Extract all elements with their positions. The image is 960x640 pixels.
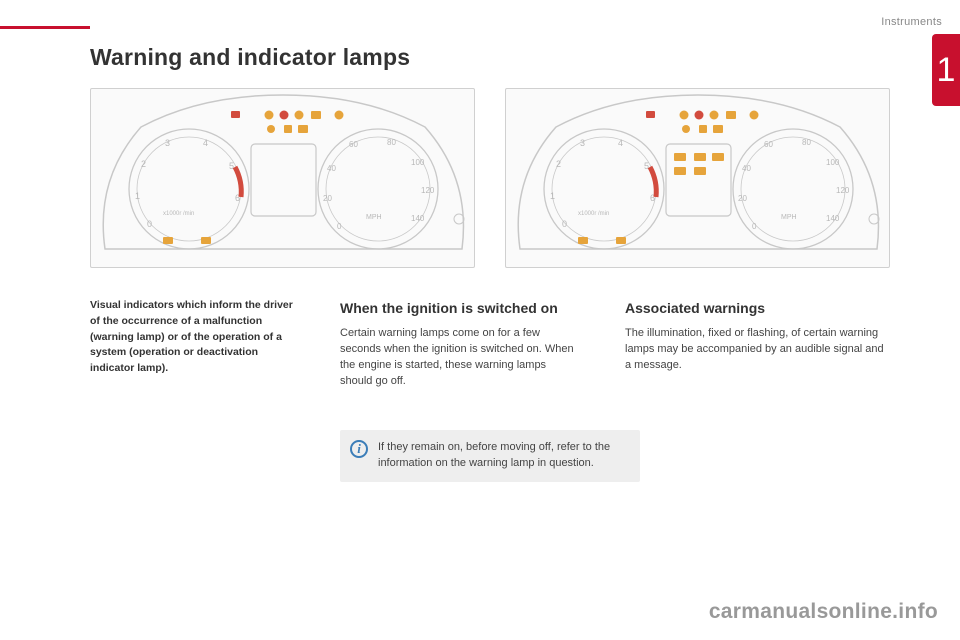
intro-paragraph: Visual indicators which inform the drive… <box>90 298 300 377</box>
warning-row-second <box>682 125 723 133</box>
svg-text:60: 60 <box>349 140 358 149</box>
ignition-heading: When the ignition is switched on <box>340 298 580 318</box>
svg-text:5: 5 <box>644 161 649 171</box>
svg-text:120: 120 <box>836 186 850 195</box>
svg-text:0: 0 <box>752 222 757 231</box>
col-ignition: When the ignition is switched on Certain… <box>340 298 580 390</box>
svg-text:3: 3 <box>580 138 585 148</box>
traction-icon <box>694 167 706 175</box>
info-icon: i <box>350 440 368 458</box>
svg-text:40: 40 <box>327 164 336 173</box>
ignition-body: Certain warning lamps come on for a few … <box>340 326 580 390</box>
intro-text: Visual indicators which inform the drive… <box>90 298 300 377</box>
chapter-tab: 1 <box>932 34 960 106</box>
warning-row-top <box>231 111 344 120</box>
parking-icon <box>280 111 289 120</box>
svg-text:4: 4 <box>203 138 208 148</box>
svg-text:3: 3 <box>165 138 170 148</box>
center-extra-icons <box>674 153 724 175</box>
page: Instruments 1 Warning and indicator lamp… <box>0 0 960 640</box>
info-note: i If they remain on, before moving off, … <box>340 430 640 482</box>
svg-text:0: 0 <box>147 219 152 229</box>
engine-icon <box>311 111 321 119</box>
fog-icon <box>694 153 706 161</box>
warnings-heading: Associated warnings <box>625 298 885 318</box>
svg-text:20: 20 <box>738 194 747 203</box>
svg-text:1: 1 <box>550 191 555 201</box>
svg-text:5: 5 <box>229 161 234 171</box>
svg-text:100: 100 <box>411 158 425 167</box>
headlamp-icon <box>674 153 686 161</box>
svg-text:x1000r /min: x1000r /min <box>578 211 609 217</box>
svg-text:0: 0 <box>337 222 342 231</box>
low-fuel-icon <box>284 125 292 133</box>
svg-text:100: 100 <box>826 158 840 167</box>
airbag-icon <box>335 111 344 120</box>
chapter-number: 1 <box>937 51 956 90</box>
svg-text:x1000r /min: x1000r /min <box>163 211 194 217</box>
svg-text:40: 40 <box>742 164 751 173</box>
info-note-text: If they remain on, before moving off, re… <box>378 441 610 469</box>
warning-row-top <box>646 111 759 120</box>
svg-text:4: 4 <box>618 138 623 148</box>
top-rule <box>0 26 90 29</box>
svg-text:60: 60 <box>764 140 773 149</box>
seatbelt-icon <box>265 111 274 120</box>
oil-icon <box>295 111 304 120</box>
svg-text:2: 2 <box>141 159 146 169</box>
svg-text:MPH: MPH <box>366 214 382 221</box>
svg-text:80: 80 <box>802 138 811 147</box>
battery-icon <box>231 111 240 118</box>
svg-text:MPH: MPH <box>781 214 797 221</box>
col-warnings: Associated warnings The illumination, fi… <box>625 298 885 374</box>
svg-text:120: 120 <box>421 186 435 195</box>
svg-text:2: 2 <box>556 159 561 169</box>
svg-text:140: 140 <box>826 214 840 223</box>
cruise-icon <box>674 167 686 175</box>
svg-text:80: 80 <box>387 138 396 147</box>
check-engine-icon <box>298 125 308 133</box>
watermark: carmanualsonline.info <box>709 600 938 624</box>
svg-text:140: 140 <box>411 214 425 223</box>
svg-text:1: 1 <box>135 191 140 201</box>
svg-text:20: 20 <box>323 194 332 203</box>
warnings-body: The illumination, fixed or flashing, of … <box>625 326 885 374</box>
figure-cluster-left: 0 1 2 3 4 5 6 x1000r /min 0 20 40 60 <box>90 88 475 268</box>
glow-icon <box>267 125 275 133</box>
abs-icon <box>712 153 724 161</box>
svg-text:0: 0 <box>562 219 567 229</box>
warning-row-second <box>267 125 308 133</box>
page-title: Warning and indicator lamps <box>90 44 410 71</box>
section-label: Instruments <box>881 16 942 28</box>
figure-cluster-right: 0 1 2 3 4 5 6 x1000r /min 0 20 40 60 80 … <box>505 88 890 268</box>
